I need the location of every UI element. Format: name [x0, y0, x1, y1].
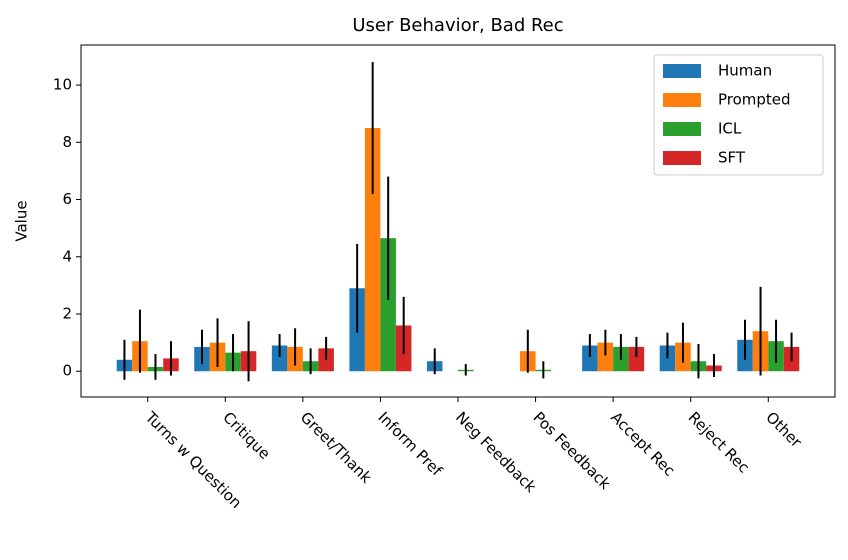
legend-swatch	[663, 122, 701, 136]
y-tick-label: 10	[53, 76, 72, 94]
bar	[582, 345, 598, 372]
y-tick-label: 2	[62, 305, 72, 323]
legend-swatch	[663, 64, 701, 78]
bar	[380, 238, 396, 372]
y-axis-label: Value	[13, 200, 31, 241]
x-tick-label: Greet/Thank	[297, 408, 376, 487]
x-tick-label: Inform Pref	[374, 408, 446, 480]
legend-label: ICL	[718, 120, 742, 138]
x-tick-label: Critique	[219, 408, 274, 463]
legend-label: Human	[718, 62, 772, 80]
legend-label: SFT	[718, 149, 746, 167]
y-tick-label: 8	[62, 133, 72, 151]
legend-swatch	[663, 93, 701, 107]
y-tick-label: 0	[62, 362, 72, 380]
x-tick-label: Neg Feedback	[452, 408, 540, 496]
bar	[628, 346, 645, 372]
legend-swatch	[663, 151, 701, 165]
bar	[271, 345, 288, 372]
bar	[597, 342, 614, 372]
chart-title: User Behavior, Bad Rec	[352, 15, 563, 36]
y-tick-label: 4	[62, 247, 72, 265]
plot-frame	[80, 44, 836, 398]
x-tick-label: Accept Rec	[607, 408, 679, 480]
legend-box	[653, 54, 824, 176]
bar	[364, 127, 381, 372]
x-tick-label: Other	[762, 408, 805, 451]
legend-label: Prompted	[718, 91, 791, 109]
x-tick-label: Reject Rec	[685, 408, 753, 476]
x-tick-label: Pos Feedback	[530, 408, 615, 493]
y-tick-label: 6	[62, 190, 72, 208]
